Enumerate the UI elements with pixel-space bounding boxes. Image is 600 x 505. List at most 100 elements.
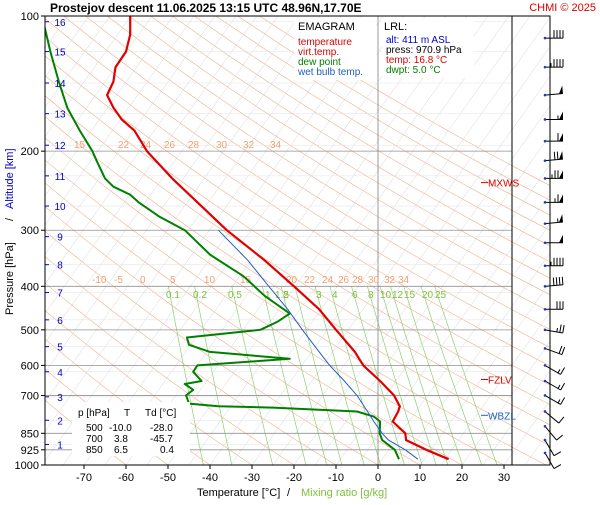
wind-barb-feather [559, 417, 564, 423]
diagonal-grid-line [567, 16, 600, 465]
y-tick-label: 1000 [15, 460, 39, 472]
adiabat-label-lower: 5 [170, 275, 176, 286]
wind-barb-feather [557, 152, 558, 160]
wind-barb-dot [544, 37, 547, 40]
wind-barb-feather [561, 398, 565, 405]
wind-barb-feather [554, 465, 561, 469]
mixing-ratio-label: 8 [368, 290, 374, 301]
y-tick-label: 700 [21, 390, 39, 402]
table-row-0-p: 500 [86, 423, 103, 434]
x-tick-label: 20 [456, 472, 468, 484]
wind-barb-feather [562, 347, 565, 355]
wind-barb-feather [559, 277, 560, 285]
altitude-tick-label: 9 [57, 233, 63, 244]
altitude-tick-label: 5 [57, 343, 63, 354]
y-tick-label: 100 [21, 11, 39, 23]
altitude-tick-label: 10 [54, 202, 66, 213]
table-row-1-t: 3.8 [114, 434, 128, 445]
wind-barb-feather [554, 452, 561, 456]
legend-heading: EMAGRAM [298, 21, 355, 33]
x-tick-label: -10 [328, 472, 344, 484]
altitude-tick-label: 12 [54, 141, 66, 152]
wind-barb-dot [544, 264, 547, 267]
lrl-dewpoint: dwpt: 5.0 °C [386, 65, 441, 76]
y-tick-label: 400 [21, 281, 39, 293]
mixing-ratio-label: 0.1 [166, 290, 180, 301]
wind-barb-pennant [559, 194, 563, 202]
adiabat-label-lower: 28 [352, 275, 364, 286]
wind-barb-dot [544, 201, 547, 204]
y-axis-title-separator: / [4, 217, 16, 221]
altitude-tick-label: 6 [57, 316, 63, 327]
wind-barb-feather [553, 278, 554, 286]
wind-barb-feather [556, 277, 557, 285]
altitude-tick-label: 15 [54, 48, 66, 59]
x-axis-title-separator: / [287, 487, 291, 499]
wind-barb-half-feather [558, 385, 560, 388]
wind-barb-dot [544, 425, 547, 428]
table-row-2-td: 0.4 [160, 445, 174, 456]
diagonal-grid-line [546, 16, 600, 465]
wind-barb-dot [544, 347, 547, 350]
wind-barb-pennant [559, 111, 563, 119]
x-axis-title-temperature: Temperature [°C] [197, 487, 280, 499]
table-header-td: Td [°C] [145, 408, 176, 419]
adiabat-label-lower: -5 [114, 275, 123, 286]
adiabat-label-lower: 26 [338, 275, 350, 286]
mixing-ratio-label: 2 [283, 290, 289, 301]
marker-fzlv: FZLV [488, 375, 512, 386]
adiabat-label-lower: 32 [384, 275, 396, 286]
table-row-1-td: -45.7 [150, 434, 173, 445]
wind-barb-feather [562, 277, 563, 285]
altitude-tick-label: 2 [57, 416, 63, 427]
x-tick-label: 10 [414, 472, 426, 484]
credit-text: CHMI © 2025 [529, 2, 596, 14]
y-tick-label: 500 [21, 325, 39, 337]
wind-barb-dot [544, 364, 547, 367]
adiabat-label-upper: 30 [216, 140, 228, 151]
mixing-ratio-label: 10 [380, 290, 392, 301]
altitude-tick-label: 16 [54, 18, 66, 29]
wind-barb-dot [544, 222, 547, 225]
wind-barb-dot [544, 242, 547, 245]
adiabat-label-lower: 30 [368, 275, 380, 286]
wind-barb-dot [544, 118, 547, 121]
wind-barb-pennant [559, 86, 563, 94]
mixing-ratio-label: 0.2 [193, 290, 207, 301]
table-row-2-p: 850 [86, 445, 103, 456]
wind-barb-dot [544, 410, 547, 413]
wind-barb-half-feather [558, 399, 560, 402]
mixing-ratio-label: 3 [316, 290, 322, 301]
wind-barb-dot [544, 177, 547, 180]
y-tick-label: 925 [21, 445, 39, 457]
adiabat-label-upper: 32 [243, 140, 255, 151]
altitude-tick-label: 1 [57, 440, 63, 451]
x-tick-label: -30 [244, 472, 260, 484]
altitude-tick-label: 14 [54, 79, 66, 90]
y-tick-label: 300 [21, 225, 39, 237]
altitude-tick-label: 8 [57, 261, 63, 272]
marker-mxws: MXWS [488, 179, 519, 190]
mixing-ratio-label: 15 [404, 290, 416, 301]
y-tick-label: 200 [21, 146, 39, 158]
x-axis-title-mixing: Mixing ratio [g/kg] [301, 487, 387, 499]
mixing-ratio-label: 6 [352, 290, 358, 301]
wind-barb-pennant [559, 235, 563, 243]
mixing-ratio-label: 0.5 [228, 290, 242, 301]
x-tick-label: -40 [202, 472, 218, 484]
adiabat-label-upper: 34 [270, 140, 282, 151]
wind-barb-dot [544, 329, 547, 332]
wind-barb-pennant [559, 170, 563, 178]
adiabat-label-lower: 10 [204, 275, 216, 286]
adiabat-label-upper: 15 [74, 140, 86, 151]
wind-barb-half-feather [557, 328, 558, 332]
wind-barb-dot [544, 452, 547, 455]
y-axis-title-altitude: Altitude [km] [4, 148, 16, 209]
x-tick-label: -70 [76, 472, 92, 484]
adiabat-label-lower: 34 [398, 275, 410, 286]
adiabat-label-upper: 26 [164, 140, 176, 151]
x-tick-label: 30 [498, 472, 510, 484]
adiabat-label-upper: 28 [188, 140, 200, 151]
